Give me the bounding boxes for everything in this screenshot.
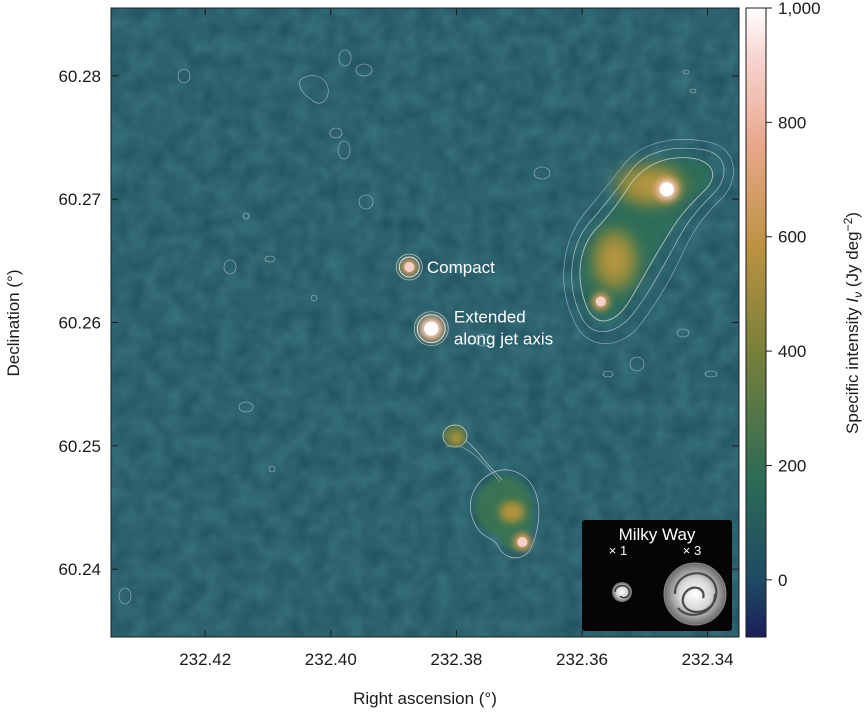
source-north-lobe-hotspot — [588, 289, 613, 314]
x-axis: 232.42 232.40 232.38 232.36 232.34 — [179, 8, 734, 669]
colorbar-tick-label: 800 — [778, 113, 806, 132]
inset-title: Milky Way — [619, 525, 696, 544]
colorbar-tick-label: 200 — [778, 456, 806, 475]
colorbar-label-units-open: (Jy deg — [843, 231, 862, 291]
colorbar-tick-label: 1,000 — [778, 0, 821, 18]
source-south-lobe-hotspot — [510, 530, 535, 555]
inset-scale-1: × 1 — [609, 543, 627, 558]
colorbar-gradient — [745, 7, 767, 638]
colorbar-label-subscript: ν — [851, 292, 865, 298]
colorbar-tick-label: 0 — [778, 571, 787, 590]
sources-layer — [395, 173, 683, 555]
y-tick-label: 60.24 — [58, 560, 101, 579]
y-tick-label: 60.27 — [58, 190, 101, 209]
x-tick-label: 232.42 — [179, 650, 231, 669]
colorbar-tick-label: 600 — [778, 228, 806, 247]
source-north-lobe-bright — [650, 173, 683, 206]
y-tick-label: 60.26 — [58, 314, 101, 333]
inset-scale-3: × 3 — [683, 543, 701, 558]
x-tick-label: 232.34 — [682, 650, 734, 669]
annotation-label: Compact — [427, 258, 495, 277]
y-tick-label: 60.25 — [58, 437, 101, 456]
galaxy-large-icon — [663, 562, 727, 626]
colorbar-ticks: 0 200 400 600 800 1,000 — [766, 0, 821, 590]
annotation-label: along jet axis — [454, 330, 553, 349]
colorbar-label-main: Specific intensity — [843, 303, 862, 434]
source-extended — [413, 311, 449, 347]
x-tick-label: 232.40 — [305, 650, 357, 669]
milky-way-inset: Milky Way × 1 × 3 — [582, 520, 732, 631]
annotation-label: Extended — [454, 307, 526, 326]
galaxy-small-icon — [612, 582, 632, 602]
colorbar-label-symbol: I — [843, 298, 862, 303]
colorbar: 0 200 400 600 800 1,000 Specific intensity Iν… — [745, 0, 865, 638]
source-compact — [395, 253, 423, 281]
x-tick-label: 232.36 — [556, 650, 608, 669]
source-south-knot — [447, 429, 466, 448]
colorbar-label-units-power: −2 — [841, 217, 855, 231]
x-axis-title: Right ascension (°) — [353, 689, 497, 708]
x-tick-label: 232.38 — [430, 650, 482, 669]
y-tick-label: 60.28 — [58, 67, 101, 86]
y-axis-title: Declination (°) — [4, 270, 23, 377]
colorbar-label-units-close: ) — [843, 212, 862, 218]
colorbar-tick-label: 400 — [778, 342, 806, 361]
annotations: Compact Extended along jet axis — [427, 258, 553, 349]
faint-contours — [118, 49, 718, 605]
colorbar-label: Specific intensity Iν (Jy deg−2) — [841, 212, 865, 434]
y-axis: 60.24 60.25 60.26 60.27 60.28 — [58, 67, 739, 579]
